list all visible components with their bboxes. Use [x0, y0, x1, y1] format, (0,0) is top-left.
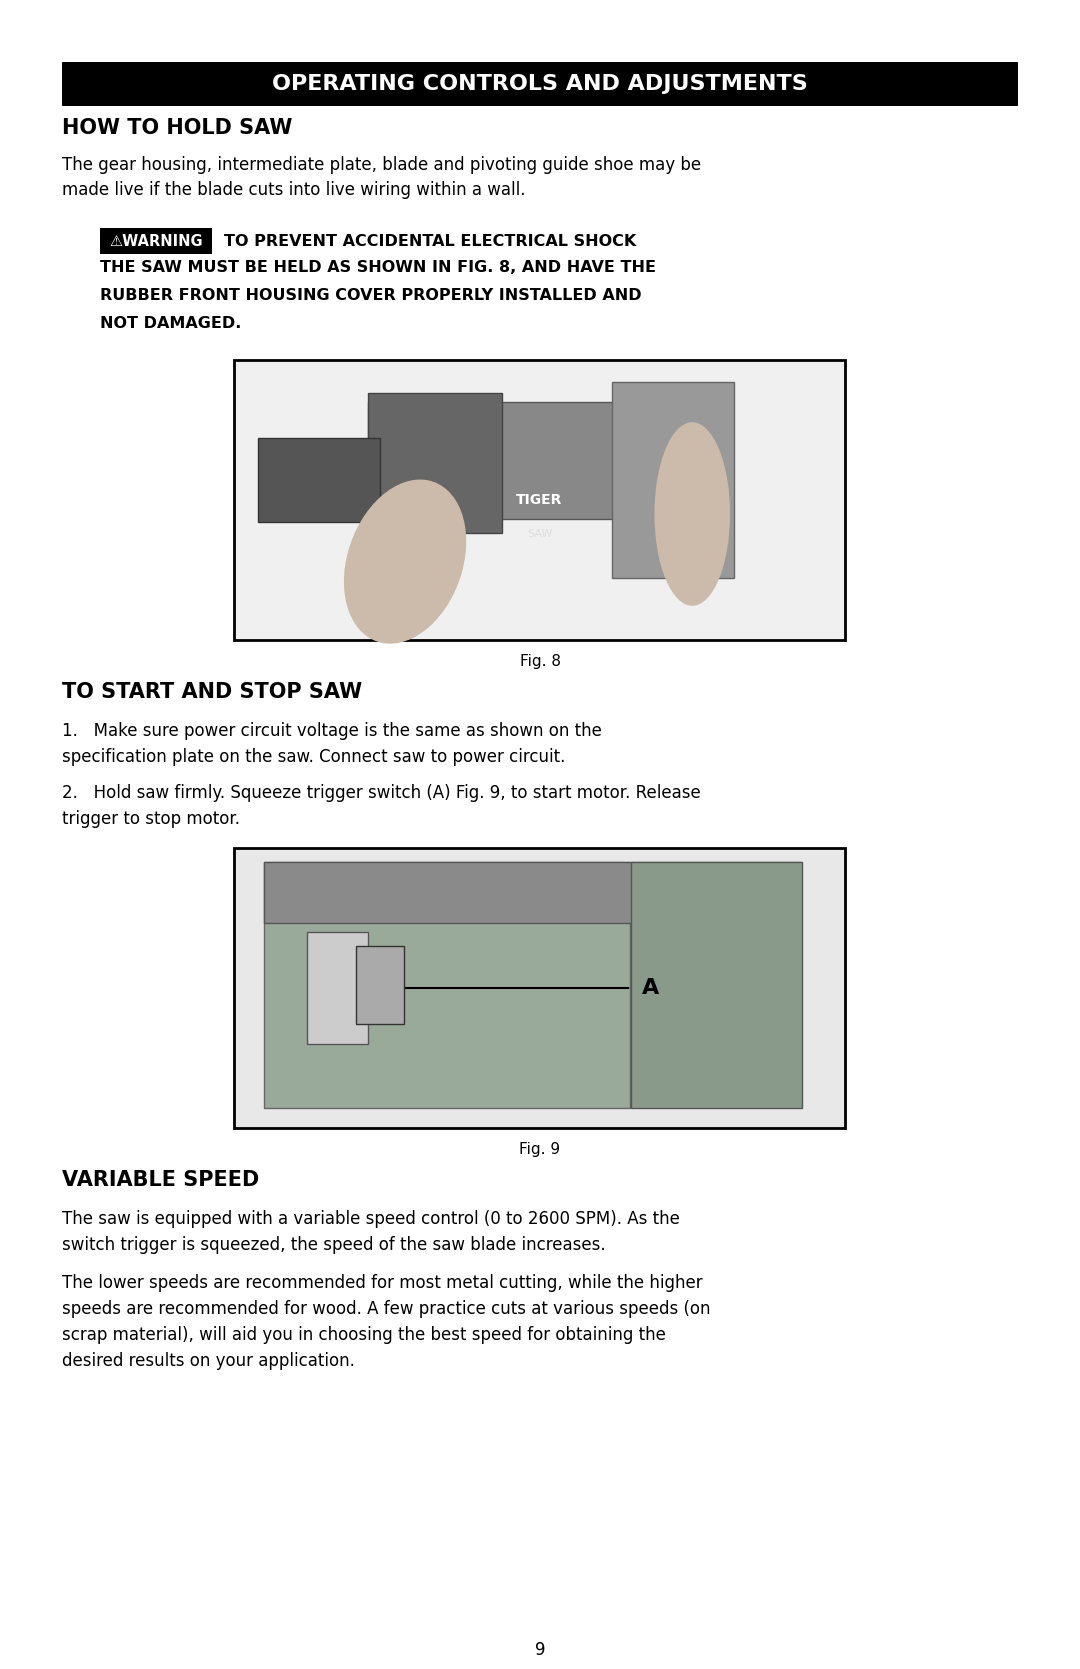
Text: scrap material), will aid you in choosing the best speed for obtaining the: scrap material), will aid you in choosin… — [62, 1325, 666, 1344]
Text: desired results on your application.: desired results on your application. — [62, 1352, 355, 1370]
Text: specification plate on the saw. Connect saw to power circuit.: specification plate on the saw. Connect … — [62, 748, 565, 766]
Text: TO PREVENT ACCIDENTAL ELECTRICAL SHOCK: TO PREVENT ACCIDENTAL ELECTRICAL SHOCK — [224, 234, 636, 249]
Bar — [234, 848, 845, 1128]
Ellipse shape — [654, 422, 730, 606]
Text: 1.   Make sure power circuit voltage is the same as shown on the: 1. Make sure power circuit voltage is th… — [62, 723, 602, 739]
Bar — [264, 861, 801, 923]
Text: TO START AND STOP SAW: TO START AND STOP SAW — [62, 683, 362, 703]
Text: 2.   Hold saw firmly. Squeeze trigger switch (A) Fig. 9, to start motor. Release: 2. Hold saw firmly. Squeeze trigger swit… — [62, 784, 701, 803]
Text: Fig. 9: Fig. 9 — [519, 1142, 561, 1157]
Text: TIGER: TIGER — [516, 492, 563, 507]
Text: speeds are recommended for wood. A few practice cuts at various speeds (on: speeds are recommended for wood. A few p… — [62, 1300, 711, 1319]
Bar — [368, 392, 502, 532]
Bar — [307, 931, 368, 1045]
Text: 9: 9 — [535, 1641, 545, 1659]
Bar — [62, 62, 1018, 107]
Text: Fig. 8: Fig. 8 — [519, 654, 561, 669]
Text: NOT DAMAGED.: NOT DAMAGED. — [100, 315, 241, 330]
Text: THE SAW MUST BE HELD AS SHOWN IN FIG. 8, AND HAVE THE: THE SAW MUST BE HELD AS SHOWN IN FIG. 8,… — [100, 260, 656, 275]
Text: SAW: SAW — [527, 529, 552, 539]
Bar — [100, 229, 212, 254]
Ellipse shape — [343, 479, 467, 644]
Text: The saw is equipped with a variable speed control (0 to 2600 SPM). As the: The saw is equipped with a variable spee… — [62, 1210, 680, 1228]
Text: A: A — [642, 978, 659, 998]
Text: RUBBER FRONT HOUSING COVER PROPERLY INSTALLED AND: RUBBER FRONT HOUSING COVER PROPERLY INST… — [100, 289, 642, 304]
Text: trigger to stop motor.: trigger to stop motor. — [62, 809, 240, 828]
Bar — [264, 861, 630, 1108]
Bar — [258, 437, 380, 522]
Bar — [356, 946, 404, 1025]
Text: VARIABLE SPEED: VARIABLE SPEED — [62, 1170, 259, 1190]
Text: OPERATING CONTROLS AND ADJUSTMENTS: OPERATING CONTROLS AND ADJUSTMENTS — [272, 73, 808, 93]
Text: The gear housing, intermediate plate, blade and pivoting guide shoe may be
made : The gear housing, intermediate plate, bl… — [62, 155, 701, 199]
Bar — [234, 361, 845, 639]
Text: switch trigger is squeezed, the speed of the saw blade increases.: switch trigger is squeezed, the speed of… — [62, 1237, 606, 1253]
Text: The lower speeds are recommended for most metal cutting, while the higher: The lower speeds are recommended for mos… — [62, 1273, 703, 1292]
Bar — [612, 382, 734, 577]
Bar — [631, 861, 802, 1108]
Text: HOW TO HOLD SAW: HOW TO HOLD SAW — [62, 118, 293, 139]
Text: ⚠WARNING: ⚠WARNING — [109, 234, 203, 249]
Bar — [368, 402, 704, 519]
